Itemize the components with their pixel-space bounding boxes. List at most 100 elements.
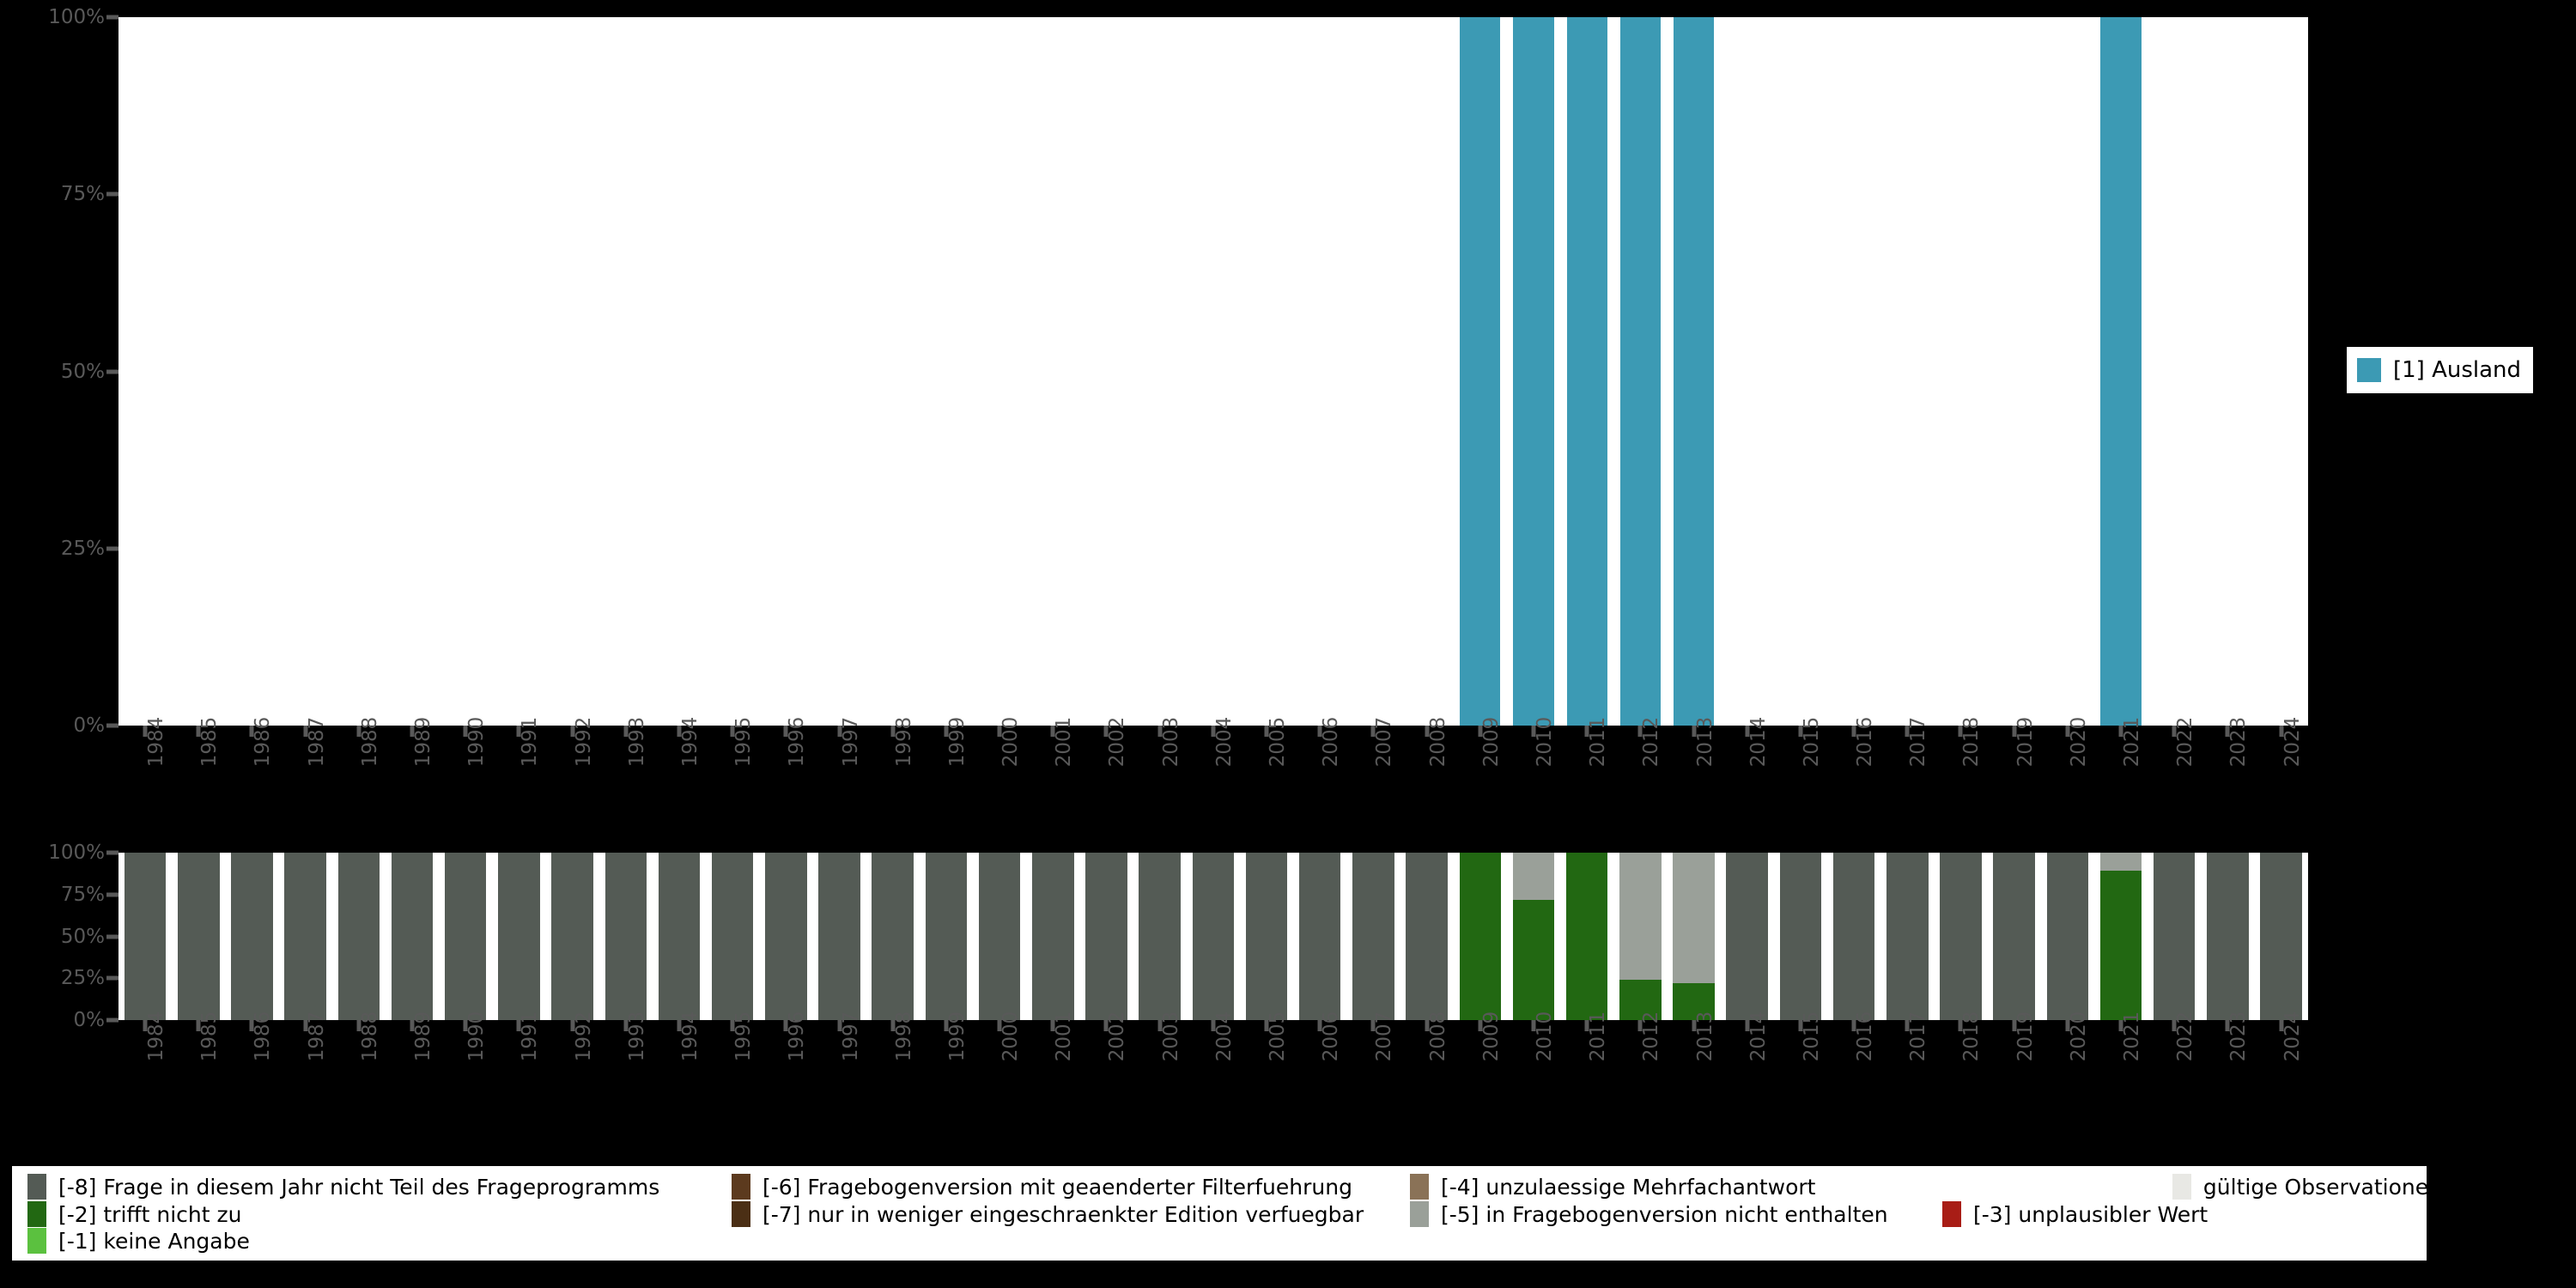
bottom-bar-segment — [2260, 853, 2302, 1020]
bottom-bar-stack[interactable] — [1565, 853, 1608, 1020]
bottom-bar-stack[interactable] — [1779, 853, 1822, 1020]
bottom-bar-stack[interactable] — [1406, 853, 1448, 1020]
legend-swatch — [2172, 1174, 2191, 1200]
bottom-bar-segment — [2099, 853, 2142, 872]
top-x-tick-label: 1996 — [786, 716, 809, 768]
bottom-bar-stack[interactable] — [2046, 853, 2089, 1020]
bottom-bar-stack[interactable] — [658, 853, 701, 1020]
legend-item[interactable]: gültige Observationen — [2172, 1174, 2442, 1200]
top-bar[interactable] — [1619, 17, 1661, 726]
legend-item[interactable]: [-8] Frage in diesem Jahr nicht Teil des… — [27, 1174, 732, 1200]
bottom-bar-stack[interactable] — [498, 853, 540, 1020]
bottom-x-cell: 1994 — [653, 1012, 706, 1145]
bottom-bar-stack[interactable] — [1352, 853, 1394, 1020]
bottom-y-axis: 100% 75% 50% 25% 0% — [0, 841, 118, 1031]
bottom-bar-stack[interactable] — [1673, 853, 1715, 1020]
bottom-x-tick-mark — [1050, 1020, 1055, 1031]
bottom-bar-column — [973, 853, 1026, 1020]
bottom-bar-stack[interactable] — [1619, 853, 1662, 1020]
legend-item[interactable]: [-7] nur in weniger eingeschraenkter Edi… — [732, 1201, 1410, 1227]
bottom-bar-stack[interactable] — [2099, 853, 2142, 1020]
bottom-bar-stack[interactable] — [1459, 853, 1502, 1020]
top-x-tick-mark — [2279, 726, 2284, 737]
top-bar[interactable] — [1566, 17, 1607, 726]
top-bar[interactable] — [1460, 17, 1501, 726]
bottom-x-cell: 2016 — [1827, 1012, 1880, 1145]
top-x-tick-mark — [2225, 726, 2230, 737]
bottom-bar-stack[interactable] — [391, 853, 434, 1020]
bottom-bar-stack[interactable] — [1085, 853, 1127, 1020]
bottom-bar-stack[interactable] — [337, 853, 380, 1020]
bottom-bar-stack[interactable] — [2207, 853, 2249, 1020]
bottom-x-tick-mark — [2279, 1020, 2284, 1031]
bottom-bar-stack[interactable] — [124, 853, 167, 1020]
top-bar[interactable] — [2100, 17, 2142, 726]
top-bar-column — [225, 17, 278, 726]
bottom-x-cell: 2010 — [1507, 1012, 1560, 1145]
legend-swatch — [1410, 1201, 1429, 1227]
top-x-tick-mark — [1584, 726, 1589, 737]
bottom-bar-stack[interactable] — [818, 853, 860, 1020]
bottom-bar-stack[interactable] — [1512, 853, 1555, 1020]
legend-item[interactable]: [-1] keine Angabe — [27, 1228, 732, 1254]
bottom-bar-stack[interactable] — [1139, 853, 1181, 1020]
bottom-bar-stack[interactable] — [2260, 853, 2302, 1020]
legend-swatch — [27, 1228, 46, 1254]
legend-item[interactable]: [-4] unzulaessige Mehrfachantwort — [1410, 1174, 1942, 1200]
bottom-bar-stack[interactable] — [872, 853, 914, 1020]
bottom-bar-segment — [1832, 853, 1875, 1020]
bottom-bar-stack[interactable] — [1245, 853, 1288, 1020]
top-x-cell: 1992 — [546, 717, 599, 850]
top-x-tick-mark — [2065, 726, 2070, 737]
bottom-bar-stack[interactable] — [605, 853, 647, 1020]
bottom-x-cell: 1986 — [225, 1012, 278, 1145]
top-x-cell: 1998 — [866, 717, 920, 850]
bottom-bar-column — [1613, 853, 1667, 1020]
bottom-bar-stack[interactable] — [231, 853, 273, 1020]
top-x-tick-label: 2005 — [1267, 716, 1290, 768]
bottom-bar-stack[interactable] — [1726, 853, 1768, 1020]
bottom-bar-stack[interactable] — [978, 853, 1021, 1020]
bottom-bar-stack[interactable] — [178, 853, 220, 1020]
bottom-bar-stack[interactable] — [1940, 853, 1982, 1020]
bottom-bar-segment — [1673, 983, 1715, 1020]
top-x-tick-label: 2007 — [1373, 716, 1396, 768]
legend-item[interactable]: [-5] in Fragebogenversion nicht enthalte… — [1410, 1201, 1942, 1227]
series-legend[interactable]: [1] Ausland — [2347, 347, 2534, 393]
missing-values-legend[interactable]: [-8] Frage in diesem Jahr nicht Teil des… — [12, 1166, 2442, 1261]
bottom-bar-segment — [711, 853, 754, 1020]
bottom-x-tick-label: 1989 — [412, 1011, 435, 1062]
bottom-bar-segment — [1298, 853, 1341, 1020]
bottom-bar-stack[interactable] — [1032, 853, 1074, 1020]
top-bar[interactable] — [1513, 17, 1554, 726]
bottom-bar-column — [1346, 853, 1400, 1020]
bottom-bar-stack[interactable] — [284, 853, 326, 1020]
bottom-bar-segment — [551, 853, 593, 1020]
legend-item[interactable]: [-3] unplausibler Wert — [1942, 1201, 2442, 1227]
top-y-tick-label: 25% — [60, 537, 105, 560]
bottom-bar-stack[interactable] — [1886, 853, 1929, 1020]
top-x-tick-label: 1992 — [572, 716, 595, 768]
bottom-bar-stack[interactable] — [1832, 853, 1875, 1020]
bottom-bar-stack[interactable] — [711, 853, 754, 1020]
bottom-bar-stack[interactable] — [2153, 853, 2196, 1020]
bottom-bar-stack[interactable] — [765, 853, 807, 1020]
bottom-bar-stack[interactable] — [551, 853, 593, 1020]
legend-item[interactable]: [-2] trifft nicht zu — [27, 1201, 732, 1227]
top-bar[interactable] — [1673, 17, 1715, 726]
bottom-bar-stack[interactable] — [1298, 853, 1341, 1020]
bottom-bar-column — [706, 853, 759, 1020]
bottom-bar-stack[interactable] — [444, 853, 487, 1020]
legend-item[interactable]: [-6] Fragebogenversion mit geaenderter F… — [732, 1174, 1410, 1200]
bottom-bar-stack[interactable] — [1993, 853, 2035, 1020]
top-y-tick-label: 100% — [48, 6, 105, 28]
top-y-axis: 100% 75% 50% 25% 0% — [0, 6, 118, 737]
bottom-bar-stack[interactable] — [1192, 853, 1235, 1020]
bottom-x-cell: 2009 — [1454, 1012, 1507, 1145]
legend-item-label: [-5] in Fragebogenversion nicht enthalte… — [1441, 1201, 1888, 1227]
top-bar-column — [1079, 17, 1133, 726]
bottom-x-tick-label: 2013 — [1693, 1011, 1716, 1062]
bottom-bar-segment — [1565, 853, 1608, 1020]
bottom-x-cell: 1989 — [386, 1012, 439, 1145]
bottom-bar-stack[interactable] — [925, 853, 968, 1020]
